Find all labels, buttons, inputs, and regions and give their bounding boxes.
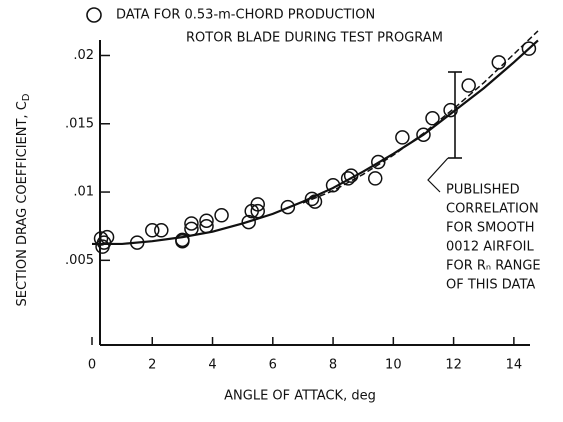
data-point — [93, 231, 109, 246]
data-point — [416, 127, 431, 142]
legend-text: DATA FOR 0.53-m-CHORD PRODUCTION — [116, 8, 375, 23]
annotation: FOR SMOOTH — [446, 221, 535, 236]
x-tick-label: 14 — [506, 358, 523, 373]
data-point — [241, 214, 256, 230]
data-point — [129, 235, 145, 250]
y-axis-label-main: SECTION DRAG COEFFICIENT, C — [15, 101, 30, 306]
data-point — [325, 177, 341, 193]
x-tick-label: 12 — [445, 358, 462, 373]
data-point — [395, 130, 410, 145]
data-point — [304, 191, 320, 207]
data-point — [175, 232, 190, 248]
annotation: FOR Rₙ RANGE — [446, 259, 541, 274]
x-tick-label: 10 — [385, 358, 402, 373]
curve — [302, 30, 539, 204]
legend-text: ROTOR BLADE DURING TEST PROGRAM — [186, 31, 443, 46]
data-point — [280, 199, 296, 215]
y-tick-label: .01 — [73, 185, 94, 200]
x-tick-label: 6 — [269, 358, 277, 373]
y-axis-label-sub: D — [21, 93, 32, 101]
annotation: OF THIS DATA — [446, 278, 535, 293]
x-tick-label: 0 — [88, 358, 96, 373]
x-tick-label: 4 — [208, 358, 216, 373]
annotation: PUBLISHED — [446, 183, 520, 198]
y-axis-label: SECTION DRAG COEFFICIENT, CD — [15, 93, 33, 306]
leader-line — [427, 157, 449, 193]
data-point — [461, 78, 476, 93]
data-point — [491, 55, 507, 70]
curve — [92, 39, 539, 246]
data-point — [371, 154, 386, 170]
x-axis-label: ANGLE OF ATTACK, deg — [224, 389, 376, 404]
data-point — [184, 216, 199, 231]
y-tick-label: .02 — [73, 48, 94, 63]
x-tick-label: 8 — [329, 358, 337, 373]
annotation: CORRELATION — [446, 202, 539, 217]
data-point — [425, 111, 440, 126]
x-tick-label: 2 — [148, 358, 156, 373]
data-point — [199, 213, 214, 228]
data-point — [199, 218, 214, 234]
data-point — [214, 208, 229, 223]
data-point — [443, 102, 458, 118]
data-point — [368, 171, 383, 186]
data-point — [184, 221, 199, 237]
data-point — [307, 194, 323, 209]
data-point — [145, 223, 160, 238]
data-point — [99, 229, 115, 245]
y-tick-label: .015 — [65, 116, 94, 131]
data-point — [154, 223, 169, 238]
data-point — [521, 41, 537, 56]
data-point — [250, 203, 265, 219]
y-tick-label: .005 — [65, 253, 94, 268]
annotation: 0012 AIRFOIL — [446, 240, 535, 255]
data-point — [340, 171, 356, 186]
data-point — [250, 197, 265, 212]
data-point — [343, 168, 359, 183]
legend-marker — [86, 7, 102, 23]
